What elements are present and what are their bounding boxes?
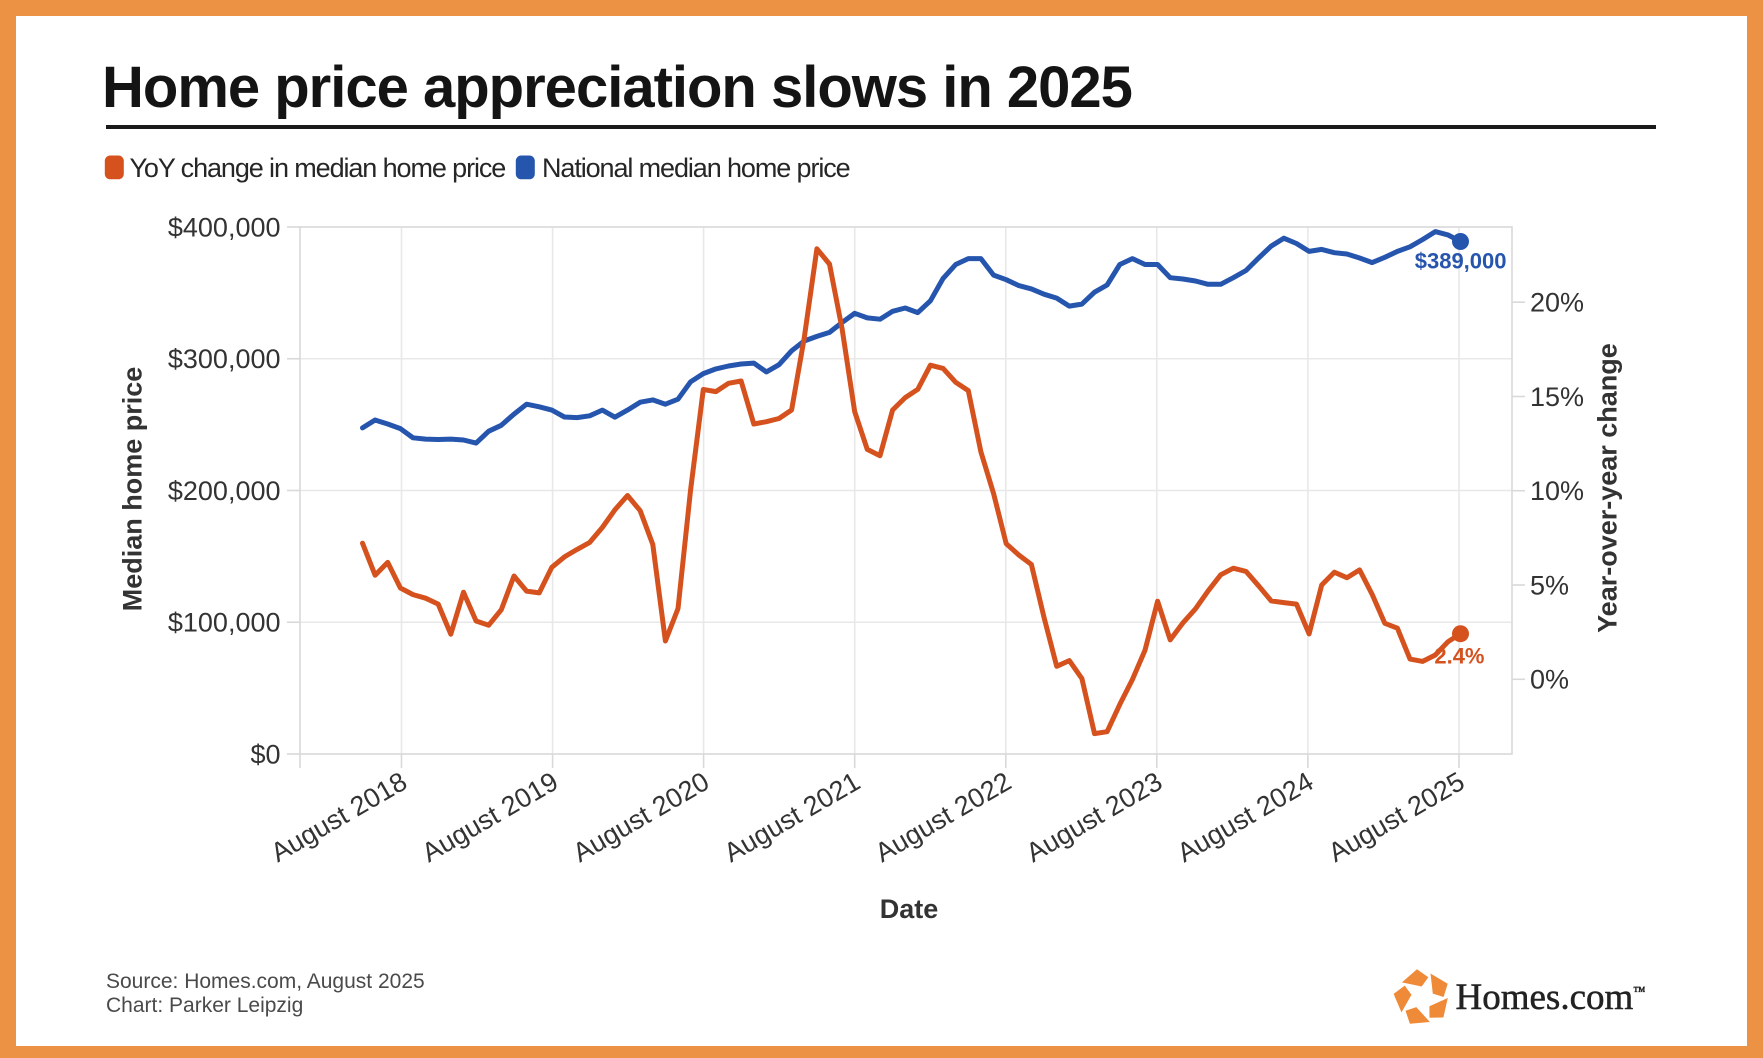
svg-text:$389,000: $389,000 (1415, 248, 1507, 273)
svg-text:August 2025: August 2025 (1323, 766, 1469, 868)
svg-text:August 2020: August 2020 (568, 766, 714, 868)
svg-text:August 2019: August 2019 (417, 766, 563, 868)
svg-text:5%: 5% (1530, 570, 1569, 600)
svg-text:$300,000: $300,000 (168, 344, 281, 374)
svg-text:10%: 10% (1530, 476, 1584, 506)
svg-text:$0: $0 (250, 739, 280, 769)
svg-text:$200,000: $200,000 (168, 476, 281, 506)
svg-text:August 2021: August 2021 (719, 766, 865, 868)
svg-text:Median home price: Median home price (118, 367, 148, 612)
svg-text:August 2023: August 2023 (1021, 766, 1167, 868)
svg-text:15%: 15% (1530, 382, 1584, 412)
svg-text:August 2018: August 2018 (266, 766, 412, 868)
svg-text:20%: 20% (1530, 288, 1584, 318)
svg-text:$100,000: $100,000 (168, 608, 281, 638)
svg-text:0%: 0% (1530, 665, 1569, 695)
svg-text:Date: Date (880, 894, 939, 924)
svg-text:2.4%: 2.4% (1434, 644, 1484, 669)
svg-text:$400,000: $400,000 (168, 212, 281, 242)
svg-text:August 2024: August 2024 (1172, 766, 1318, 868)
svg-text:Year-over-year change: Year-over-year change (1593, 343, 1623, 633)
svg-text:August 2022: August 2022 (870, 766, 1016, 868)
